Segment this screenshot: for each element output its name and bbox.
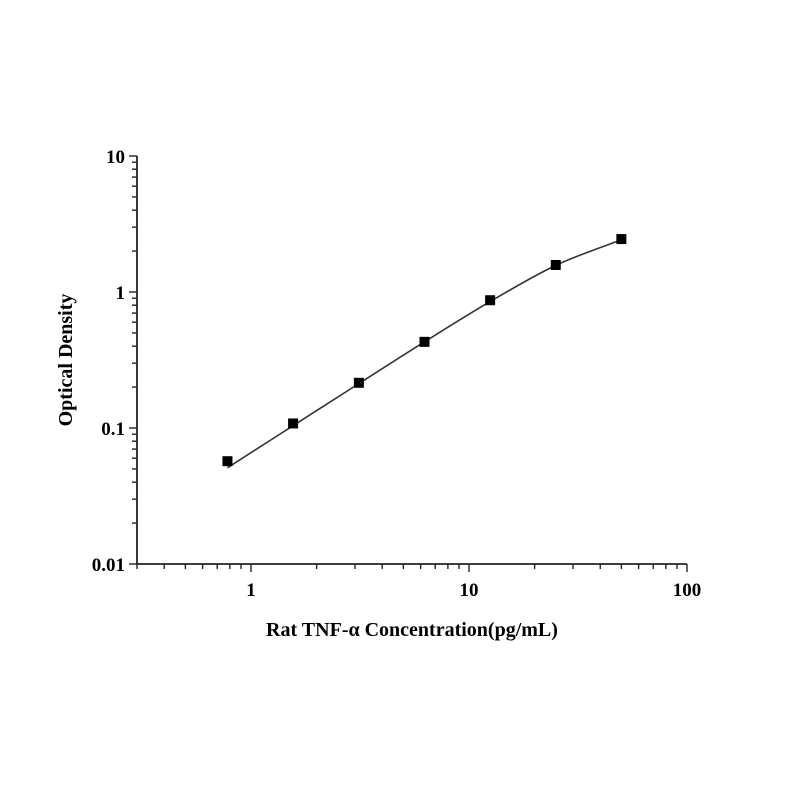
y-tick-label: 0.1 (101, 419, 125, 440)
data-point (485, 295, 496, 306)
x-tick-label: 10 (459, 580, 478, 601)
x-tick-label: 1 (246, 580, 256, 601)
fit-curve (227, 239, 622, 469)
x-tick-label: 100 (673, 580, 702, 601)
data-point (550, 259, 561, 270)
data-points (222, 234, 627, 467)
data-point (419, 336, 430, 347)
data-point (616, 234, 627, 245)
data-point (353, 377, 364, 388)
y-tick-label: 1 (116, 283, 126, 304)
tick-labels: 1 10 100 0.01 0.1 1 10 (92, 147, 702, 601)
data-point (222, 456, 233, 467)
y-tick-label: 0.01 (92, 555, 125, 576)
data-point (288, 418, 299, 429)
y-tick-label: 10 (106, 147, 125, 168)
x-axis-title: Rat TNF-α Concentration(pg/mL) (266, 619, 558, 641)
y-axis-title: Optical Density (55, 294, 77, 427)
axes (129, 155, 688, 572)
